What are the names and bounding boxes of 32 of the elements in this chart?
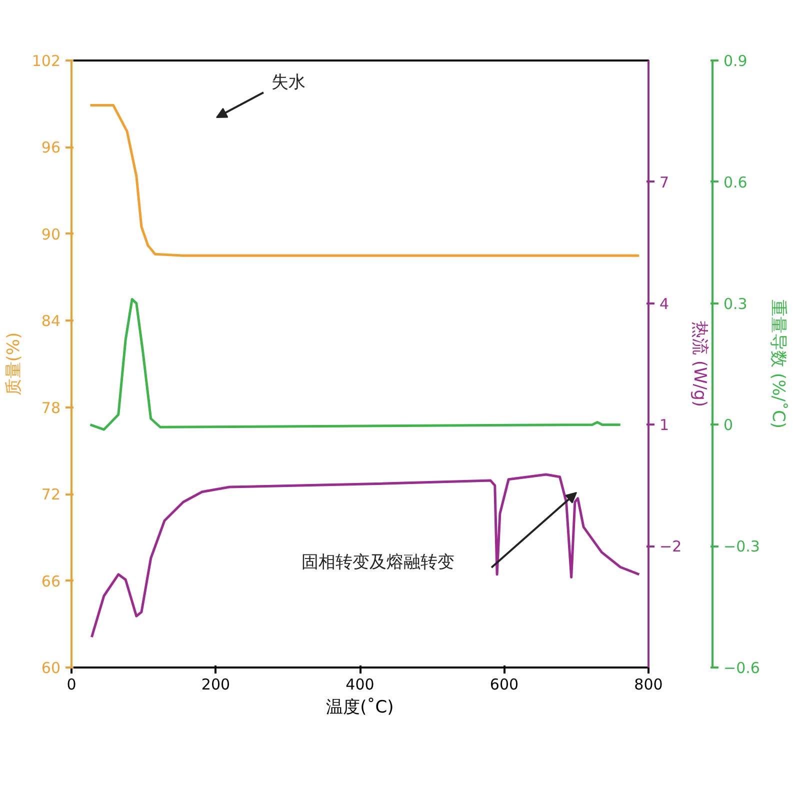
y-tick-label: 60 xyxy=(41,659,61,677)
line-series xyxy=(89,298,622,431)
y-tick-label: 102 xyxy=(32,52,61,70)
y2-tick-label: −0.6 xyxy=(724,659,760,677)
annotation: 失水 xyxy=(272,72,306,92)
y3-tick-label: 1 xyxy=(660,416,670,434)
y-tick-label: 96 xyxy=(41,138,61,157)
y-tick-label: 90 xyxy=(41,225,61,244)
x-tick-label: 800 xyxy=(634,676,663,694)
y2-tick-label: 0.6 xyxy=(724,173,748,192)
y-tick-label: 84 xyxy=(41,312,61,330)
x-axis-title: 温度(˚C) xyxy=(326,698,394,718)
y3-tick-label: −2 xyxy=(660,538,682,556)
y-axis-title: 质量(%) xyxy=(4,332,24,396)
y2-axis-title: 重量导数 (%/˚C) xyxy=(768,300,788,428)
y2-tick-label: 0 xyxy=(724,416,734,434)
y2-tick-label: 0.9 xyxy=(724,52,748,70)
y3-tick-label: 4 xyxy=(660,294,670,313)
x-tick-label: 0 xyxy=(66,676,76,694)
y3-axis-title: 热流 (W/g) xyxy=(690,321,710,407)
y2-tick-label: 0.3 xyxy=(724,294,748,313)
line-series xyxy=(90,473,640,638)
annotation: 固相转变及熔融转变 xyxy=(302,552,454,572)
y-tick-label: 66 xyxy=(41,572,61,590)
x-tick-label: 600 xyxy=(490,676,519,694)
y-tick-label: 78 xyxy=(41,398,61,417)
x-tick-label: 400 xyxy=(346,676,374,694)
y3-tick-label: 7 xyxy=(660,173,670,192)
x-tick-label: 200 xyxy=(201,676,230,694)
line-series xyxy=(89,104,640,257)
y2-tick-label: −0.3 xyxy=(724,538,760,556)
y-tick-label: 72 xyxy=(41,486,61,504)
